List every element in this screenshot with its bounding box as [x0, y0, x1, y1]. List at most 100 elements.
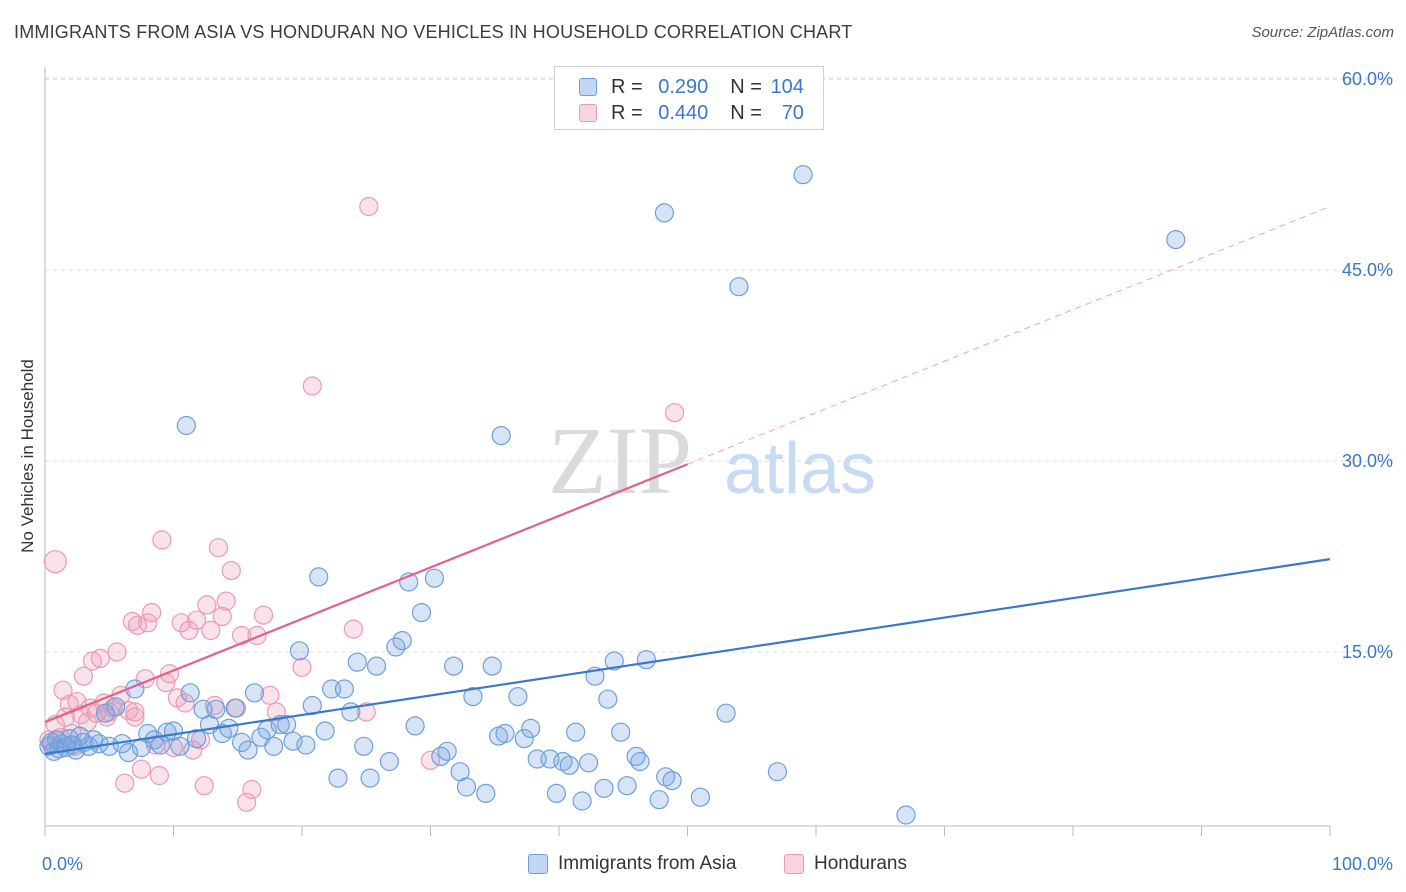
data-point: [392, 630, 412, 651]
data-point: [356, 702, 376, 722]
legend-r-label: R =: [611, 75, 643, 98]
data-point: [149, 765, 169, 786]
data-point: [212, 606, 232, 627]
y-tick-label: 15.0%: [1342, 642, 1393, 662]
data-point: [716, 703, 736, 723]
data-point: [495, 723, 515, 744]
data-point: [729, 277, 749, 297]
data-point: [264, 736, 284, 756]
y-tick-label: 45.0%: [1342, 260, 1393, 280]
data-point: [896, 805, 916, 825]
data-point: [115, 773, 135, 793]
data-point: [572, 791, 592, 811]
data-point: [152, 530, 172, 550]
data-point: [208, 538, 229, 558]
data-point: [179, 620, 199, 641]
y-tick-label: 30.0%: [1342, 451, 1393, 471]
series-immigrants-from-asia: [39, 165, 1186, 825]
data-point: [630, 751, 650, 772]
data-point: [411, 602, 432, 623]
data-point: [444, 656, 464, 676]
bottom-legend-swatch-blue: [528, 854, 548, 874]
data-point: [664, 403, 685, 423]
bottom-legend-label-asia: Immigrants from Asia: [558, 853, 737, 874]
data-point: [328, 768, 348, 788]
bottom-legend-hondurans: Hondurans: [784, 851, 907, 877]
data-point: [125, 707, 145, 727]
data-point: [1166, 230, 1186, 250]
data-point: [175, 693, 195, 713]
watermark-zip: ZIP: [548, 407, 692, 514]
data-point: [216, 591, 236, 611]
tick-labels: 15.0% 30.0% 45.0% 60.0% 0.0% 100.0%: [42, 69, 1393, 874]
trend-line-solid: [44, 558, 1331, 755]
data-point: [221, 560, 241, 581]
data-point: [334, 679, 354, 699]
axes: [44, 67, 1331, 836]
bottom-legend-swatch-pink: [784, 854, 804, 874]
legend-n-value: 104: [770, 75, 804, 98]
data-point: [125, 702, 145, 722]
data-point: [617, 776, 637, 796]
data-point: [767, 762, 788, 782]
data-point: [90, 648, 110, 669]
legend-swatch-pink: [579, 104, 597, 122]
legend-n-value: 70: [781, 101, 804, 124]
legend-r-value: 0.290: [658, 75, 709, 98]
x-tick-label: 0.0%: [42, 854, 83, 874]
data-point: [43, 550, 67, 574]
bottom-legend-asia: Immigrants from Asia: [528, 851, 736, 877]
data-point: [219, 718, 239, 739]
data-point: [594, 778, 614, 798]
legend: R = 0.290 N = 104 R = 0.440 N = 70: [554, 66, 824, 130]
data-point: [309, 567, 329, 587]
data-point: [171, 613, 191, 633]
data-point: [197, 595, 217, 615]
data-point: [354, 736, 374, 756]
trend-line-solid: [44, 463, 688, 724]
data-point: [244, 683, 265, 703]
data-point: [604, 651, 624, 671]
data-point: [559, 755, 579, 775]
data-point: [237, 792, 257, 812]
data-point: [343, 619, 363, 639]
data-point: [476, 783, 496, 804]
data-point: [170, 736, 190, 756]
data-point: [187, 728, 207, 749]
data-point: [270, 714, 290, 735]
data-point: [649, 790, 669, 810]
chart-title: IMMIGRANTS FROM ASIA VS HONDURAN NO VEHI…: [14, 22, 853, 42]
gridlines: [45, 77, 1395, 653]
data-point: [690, 787, 711, 807]
data-point: [347, 652, 367, 672]
y-axis-label: No Vehicles in Household: [18, 359, 37, 553]
legend-n-label: N =: [730, 101, 762, 124]
data-point: [289, 641, 309, 661]
data-point: [514, 728, 534, 749]
data-point: [662, 770, 682, 791]
data-point: [277, 714, 297, 735]
data-point: [296, 735, 316, 755]
watermark: ZIP atlas: [548, 407, 876, 514]
data-point: [456, 777, 477, 797]
data-point: [238, 740, 258, 760]
legend-row-hondurans: R = 0.440 N = 70: [579, 100, 804, 126]
y-tick-label: 60.0%: [1342, 69, 1393, 89]
data-point: [611, 722, 631, 742]
legend-row-asia: R = 0.290 N = 104: [579, 74, 804, 100]
data-point: [106, 697, 126, 717]
legend-n-label: N =: [730, 75, 762, 98]
data-point: [82, 651, 103, 671]
data-point: [194, 776, 214, 796]
data-point: [431, 746, 451, 767]
data-point: [107, 642, 127, 662]
legend-r-label: R =: [611, 101, 643, 124]
data-point: [793, 165, 813, 185]
data-point: [187, 610, 207, 630]
data-point: [420, 750, 441, 770]
data-point: [566, 722, 586, 742]
data-point: [302, 376, 322, 396]
trend-lines: [44, 206, 1331, 755]
data-point: [437, 741, 457, 761]
